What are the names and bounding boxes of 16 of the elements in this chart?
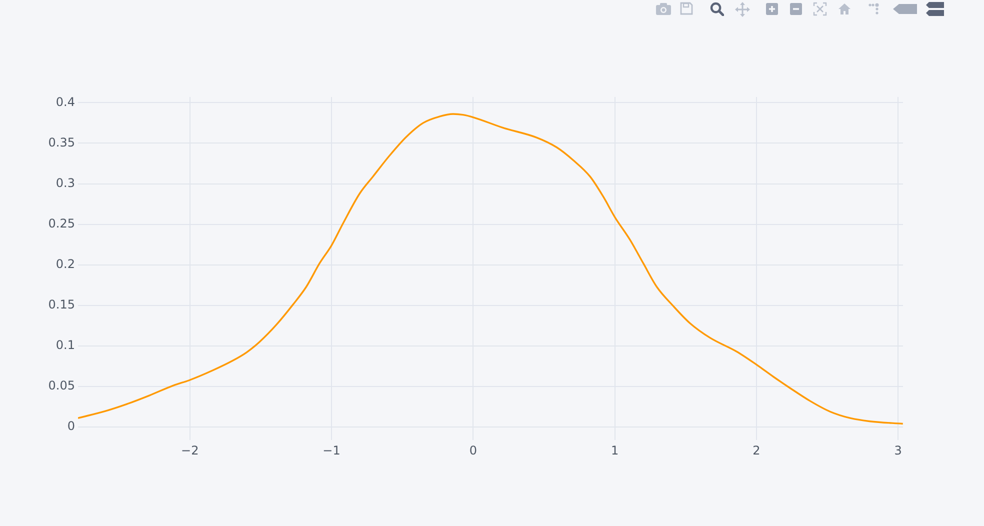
y-tick-label: 0.3	[56, 176, 75, 190]
x-tick-label: −1	[322, 443, 340, 458]
x-tick-label: 3	[894, 443, 902, 458]
y-tick-label: 0.2	[56, 256, 75, 271]
y-tick-label: 0.4	[56, 94, 75, 109]
y-tick-label: 0.15	[48, 298, 75, 312]
line-series	[78, 113, 903, 425]
x-tick-label: 0	[469, 443, 477, 458]
y-tick-label: 0	[67, 419, 75, 434]
x-tick-label: 2	[752, 443, 760, 458]
x-tick-label: 1	[610, 443, 619, 458]
x-tick-label: −2	[181, 443, 199, 458]
y-tick-label: 0.25	[48, 216, 75, 230]
y-tick-label: 0.35	[48, 135, 75, 150]
y-tick-label: 0.05	[48, 378, 75, 393]
y-tick-label: 0.1	[56, 338, 75, 352]
